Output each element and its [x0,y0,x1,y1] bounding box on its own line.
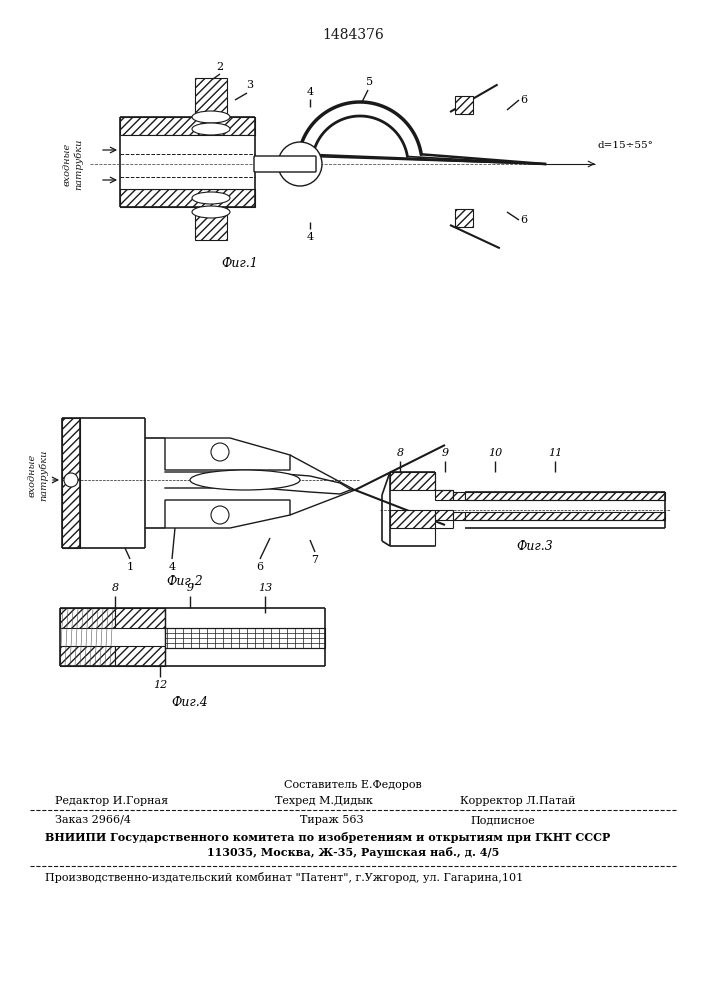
Bar [455,209,473,227]
Bar [62,418,80,548]
Text: Фиг.2: Фиг.2 [167,575,204,588]
Text: Корректор Л.Патай: Корректор Л.Патай [460,796,575,806]
Text: 11: 11 [548,448,562,458]
Text: 3: 3 [247,80,254,90]
Circle shape [211,443,229,461]
Text: ВНИИПИ Государственного комитета по изобретениям и открытиям при ГКНТ СССР: ВНИИПИ Государственного комитета по изоб… [45,832,610,843]
Circle shape [64,473,78,487]
Text: 4: 4 [306,87,314,97]
Bar [453,512,465,520]
Text: 113035, Москва, Ж-35, Раушская наб., д. 4/5: 113035, Москва, Ж-35, Раушская наб., д. … [207,847,499,858]
Text: 4: 4 [168,562,175,572]
Bar [60,608,115,628]
FancyBboxPatch shape [254,156,316,172]
Text: 8: 8 [112,583,119,593]
Ellipse shape [192,111,230,123]
Bar [465,512,665,520]
Ellipse shape [192,206,230,218]
Text: 6: 6 [257,562,264,572]
Text: Подписное: Подписное [470,815,534,825]
Text: 6: 6 [520,215,527,225]
Text: 10: 10 [488,448,502,458]
Text: Составитель Е.Федоров: Составитель Е.Федоров [284,780,422,790]
Bar [435,510,453,520]
Text: Производственно-издательский комбинат "Патент", г.Ужгород, ул. Гагарина,101: Производственно-издательский комбинат "П… [45,872,523,883]
Ellipse shape [190,470,300,490]
Polygon shape [165,438,290,470]
Text: 4: 4 [306,232,314,242]
Text: 7: 7 [312,555,318,565]
Text: 1: 1 [127,562,134,572]
Text: 9: 9 [187,583,194,593]
Bar [390,472,435,490]
Text: Фиг.4: Фиг.4 [172,696,209,709]
Bar [120,189,255,207]
Text: Фиг.1: Фиг.1 [221,257,258,270]
Bar [435,490,453,500]
Ellipse shape [192,123,230,135]
Text: Техред М.Дидык: Техред М.Дидык [275,796,373,806]
Ellipse shape [192,192,230,204]
Text: Редактор И.Горная: Редактор И.Горная [55,796,168,806]
Text: 2: 2 [216,62,223,72]
Bar [453,492,465,500]
Bar [195,78,227,130]
Text: d=15÷55°: d=15÷55° [597,141,653,150]
Text: 9: 9 [441,448,448,458]
Text: входные
патрубки: входные патрубки [28,449,48,501]
Bar [115,646,165,666]
Text: Фиг.3: Фиг.3 [517,540,554,553]
Bar [60,646,115,666]
Bar [120,117,255,135]
Bar [165,628,325,648]
Polygon shape [165,500,290,528]
Text: Заказ 2966/4: Заказ 2966/4 [55,815,131,825]
Bar [455,96,473,114]
Text: 12: 12 [153,680,167,690]
Circle shape [278,142,322,186]
Text: 5: 5 [366,77,373,87]
Bar [115,608,165,628]
Circle shape [211,506,229,524]
Text: 13: 13 [258,583,272,593]
Text: 1484376: 1484376 [322,28,384,42]
Bar [465,492,665,500]
Text: 6: 6 [520,95,527,105]
Bar [390,510,435,528]
Text: входные
патрубки: входные патрубки [63,138,83,190]
Bar [195,188,227,240]
Bar [120,135,255,189]
Text: Тираж 563: Тираж 563 [300,815,363,825]
Text: 8: 8 [397,448,404,458]
